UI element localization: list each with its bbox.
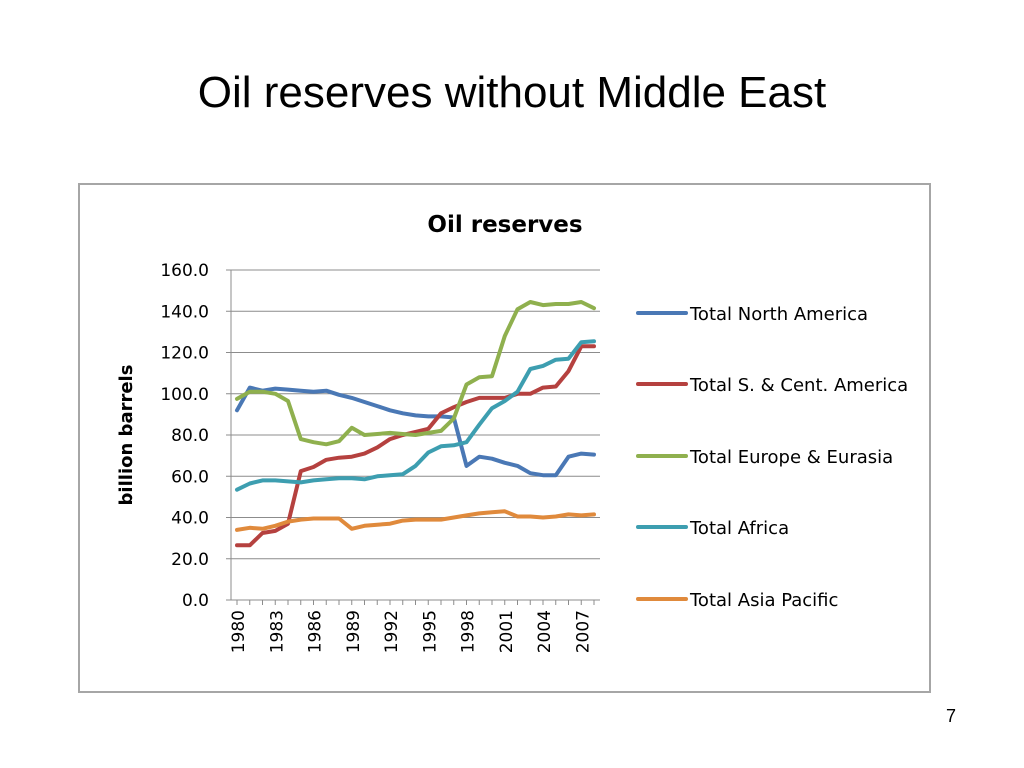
x-tick-label: 1986 (306, 610, 326, 653)
x-tick-label: 2007 (573, 610, 593, 653)
series-line (235, 385, 596, 478)
x-tick-label: 1998 (459, 610, 479, 653)
chart-frame (78, 183, 931, 693)
slide-number: 7 (946, 706, 957, 726)
y-tick-label: 60.0 (171, 467, 209, 487)
series-line (235, 509, 596, 532)
series-line (235, 344, 596, 548)
x-tick-label: 1992 (382, 610, 402, 653)
y-tick-label: 40.0 (171, 509, 209, 529)
x-tick-label: 2001 (497, 610, 517, 653)
legend-label: Total S. & Cent. America (689, 375, 908, 396)
legend-label: Total Africa (689, 518, 789, 539)
series-line (235, 339, 596, 492)
y-axis-label: billion barrels (116, 365, 137, 506)
x-tick-label: 2004 (535, 610, 555, 653)
y-tick-label: 140.0 (160, 302, 209, 322)
chart-title: Oil reserves (427, 212, 582, 238)
x-tick-label: 1983 (267, 610, 287, 653)
legend-label: Total Europe & Eurasia (689, 447, 893, 468)
x-tick-label: 1989 (344, 610, 364, 653)
y-tick-label: 100.0 (160, 385, 209, 405)
y-tick-label: 160.0 (160, 261, 209, 281)
y-tick-label: 80.0 (171, 426, 209, 446)
x-tick-label: 1995 (420, 610, 440, 653)
x-tick-label: 1980 (229, 610, 249, 653)
slide-title: Oil reserves without Middle East (197, 68, 827, 117)
legend-label: Total Asia Pacific (689, 590, 838, 611)
legend-label: Total North America (689, 304, 868, 325)
y-tick-label: 120.0 (160, 344, 209, 364)
y-tick-label: 0.0 (182, 591, 209, 611)
series-line (235, 300, 596, 447)
y-tick-label: 20.0 (171, 550, 209, 570)
